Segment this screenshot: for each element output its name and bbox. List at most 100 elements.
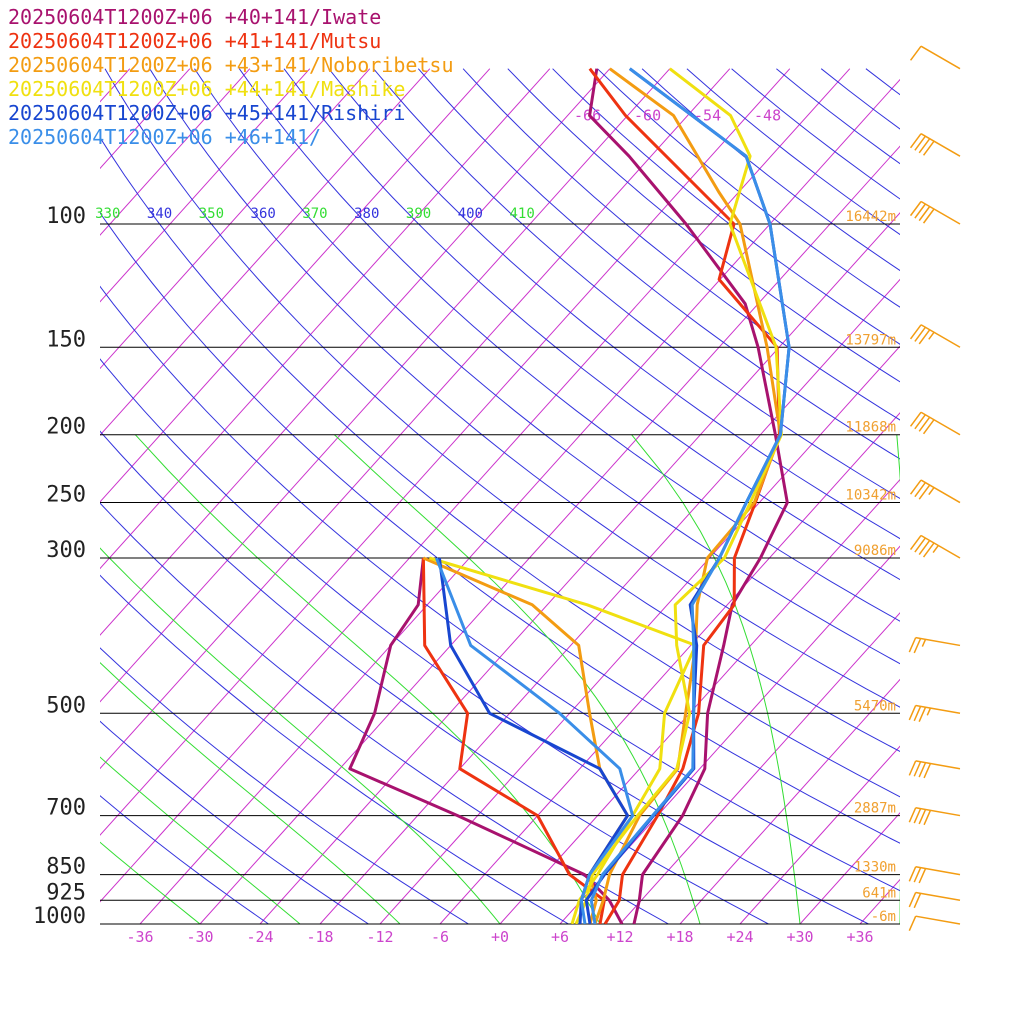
wind-barb: [909, 133, 961, 157]
dewpoint-profile-4: [428, 556, 698, 924]
wind-barb-flag: [922, 140, 935, 156]
sounding-profiles: [348, 67, 791, 924]
wind-barb-flag: [908, 915, 917, 931]
wind-barb-flag: [913, 808, 922, 824]
theta-label: 390: [406, 206, 431, 222]
dry-adiabat-line: [194, 68, 900, 665]
isotherm-line: [100, 68, 371, 370]
wind-barb-flag: [918, 706, 927, 722]
theta-label: 350: [199, 206, 224, 222]
isotherm-line: [100, 68, 791, 836]
height-label: 11868m: [845, 420, 896, 436]
wind-barb-flag: [918, 484, 931, 500]
pressure-label: 1000: [33, 904, 86, 929]
wind-barb-flag: [918, 868, 927, 884]
wind-barb-flag: [918, 416, 931, 432]
wind-barb-flag: [923, 810, 932, 826]
wind-barb: [908, 866, 961, 884]
isotherm-line: [499, 478, 900, 924]
dry-adiabat-line: [328, 68, 900, 540]
wind-barb-staff: [915, 915, 961, 925]
wind-barb-flag: [914, 482, 926, 498]
wind-barb-half: [928, 487, 935, 496]
temperature-tick-label: -24: [246, 928, 273, 946]
temperature-tick-label: -36: [126, 928, 153, 946]
pressure-label: 150: [46, 327, 86, 352]
dry-adiabat-line: [100, 430, 769, 924]
dry-adiabat-line: [100, 211, 900, 844]
temperature-tick-label: -18: [306, 928, 333, 946]
height-label: 10342m: [845, 488, 896, 504]
wind-barb-staff: [920, 133, 961, 157]
dry-adiabat-line: [776, 68, 900, 165]
wind-barb-flag: [913, 706, 922, 722]
isotherm-line: [100, 68, 731, 770]
wind-barb-staff: [915, 636, 961, 647]
pressure-label: 100: [46, 204, 86, 229]
wind-barb: [909, 411, 961, 436]
dry-adiabat-line: [100, 285, 900, 892]
wind-barb-staff: [920, 324, 961, 348]
isotherm-line: [739, 745, 900, 924]
wind-barb-flag: [918, 540, 931, 556]
wind-barb-flag: [908, 807, 917, 823]
wind-barb-flag: [909, 411, 922, 427]
isotherm-line: [100, 68, 551, 570]
wind-barbs: [908, 45, 961, 931]
isotherm-line: [619, 612, 900, 924]
wind-barb-flag: [908, 866, 917, 882]
wind-barb: [909, 324, 961, 348]
wind-barb-flag: [909, 479, 922, 495]
wind-barb-flag: [908, 705, 917, 721]
moist-adiabat-line: [334, 434, 701, 924]
temperature-tick-label: +36: [846, 928, 873, 946]
wind-barb-flag: [908, 892, 917, 908]
dewpoint-profile-2: [421, 557, 606, 924]
pressure-label: 925: [46, 880, 86, 905]
isotherm-line: [139, 78, 900, 924]
pressure-label: 200: [46, 415, 86, 440]
temperature-profile-3: [593, 67, 782, 924]
legend-entry: 20250604T1200Z+06 +46+141/: [8, 125, 321, 149]
dry-adiabat-line: [373, 68, 900, 500]
wind-barb-flag: [922, 419, 935, 435]
wind-barb-flag: [918, 809, 927, 825]
wind-barb-half: [928, 331, 935, 340]
isotherm-top-labels: -66 -60 -54 -48: [574, 107, 781, 125]
theta-labels: 330 340 350 360 370 380 390 400 410: [95, 206, 535, 222]
pressure-label: 250: [46, 483, 86, 508]
moist-adiabat-line: [100, 547, 501, 924]
isotherm-line: [199, 145, 900, 924]
dry-adiabat-line: [100, 647, 469, 924]
isotherm-line: [100, 68, 311, 303]
dry-adiabat-line: [149, 68, 900, 708]
isotherm-line: [379, 345, 900, 924]
pressure-label: 850: [46, 855, 86, 880]
wind-barb-flag: [918, 762, 927, 778]
wind-barb-flag: [913, 867, 922, 883]
wind-barb-staff: [920, 45, 961, 70]
wind-barb-flag: [913, 893, 922, 909]
theta-label: 400: [458, 206, 483, 222]
legend-entry: 20250604T1200Z+06 +40+141/Iwate: [8, 5, 381, 29]
height-labels: 16442m 13797m 11868m 10342m 9086m 5470m 2887m 1…: [845, 209, 896, 925]
wind-barb-flag: [918, 206, 931, 222]
dewpoint-profile-1: [348, 557, 624, 924]
wind-barb-flag: [913, 638, 922, 654]
temperature-tick-label: +6: [551, 928, 569, 946]
wind-barb: [909, 200, 961, 225]
wind-barb-flag: [914, 203, 926, 219]
theta-label: 330: [95, 206, 120, 222]
isotherm-top-label: -48: [754, 107, 781, 125]
wind-barb-flag: [918, 329, 931, 345]
dry-adiabat-line: [104, 68, 900, 753]
theta-label: 370: [302, 206, 327, 222]
dry-adiabat-line: [100, 574, 569, 924]
isotherm-line: [100, 68, 671, 703]
temperature-tick-label: +12: [606, 928, 633, 946]
dry-adiabat-line: [238, 68, 900, 622]
wind-barb-flag: [914, 135, 926, 151]
moist-adiabat-line: [100, 841, 201, 924]
height-label: 1330m: [854, 860, 896, 876]
